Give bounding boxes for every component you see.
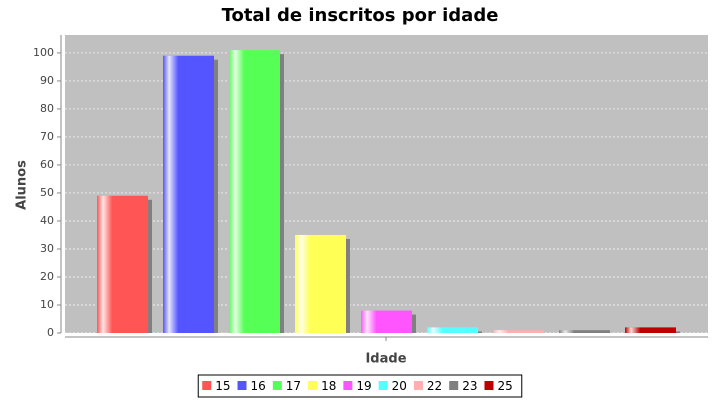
- legend-label: 15: [215, 379, 230, 393]
- bar-shine: [163, 55, 214, 334]
- legend-swatch: [484, 381, 494, 390]
- legend-swatch: [308, 381, 318, 390]
- x-axis-title: Idade: [365, 352, 406, 367]
- legend-label: 19: [356, 379, 371, 393]
- legend-label: 17: [286, 379, 301, 393]
- y-tick-label: 10: [40, 298, 54, 311]
- y-tick-label: 50: [40, 186, 54, 199]
- y-tick-label: 100: [33, 46, 54, 59]
- y-tick-label: 90: [40, 74, 54, 87]
- bar-shine: [493, 330, 544, 333]
- bar-shine: [97, 195, 148, 333]
- legend-label: 16: [251, 379, 266, 393]
- legend-swatch: [237, 381, 247, 390]
- y-tick-label: 0: [47, 326, 54, 339]
- legend-swatch: [343, 381, 353, 390]
- y-tick-label: 60: [40, 158, 54, 171]
- bar-shine: [361, 310, 412, 333]
- bar-shine: [559, 330, 610, 333]
- bar-shine: [229, 50, 280, 334]
- legend-label: 18: [321, 379, 336, 393]
- legend-swatch: [378, 381, 388, 390]
- legend-swatch: [413, 381, 423, 390]
- legend-label: 23: [462, 379, 477, 393]
- chart-title: Total de inscritos por idade: [222, 5, 499, 26]
- legend-label: 22: [427, 379, 442, 393]
- bar-shine: [295, 234, 346, 333]
- y-tick-label: 80: [40, 102, 54, 115]
- bar-shine: [625, 327, 676, 333]
- legend: 15 16 17 18 19 20 22 23 25: [197, 374, 523, 398]
- y-tick-label: 30: [40, 242, 54, 255]
- plot-area: [65, 35, 708, 333]
- y-tick-label: 40: [40, 214, 54, 227]
- legend-label: 20: [392, 379, 407, 393]
- legend-swatch: [449, 381, 459, 390]
- y-tick-label: 20: [40, 270, 54, 283]
- legend-swatch: [272, 381, 282, 390]
- bar-shine: [427, 327, 478, 333]
- legend-label: 25: [497, 379, 512, 393]
- y-axis-title: Alunos: [15, 160, 30, 210]
- y-tick-label: 70: [40, 130, 54, 143]
- legend-swatch: [202, 381, 212, 390]
- legend-box: [197, 374, 523, 398]
